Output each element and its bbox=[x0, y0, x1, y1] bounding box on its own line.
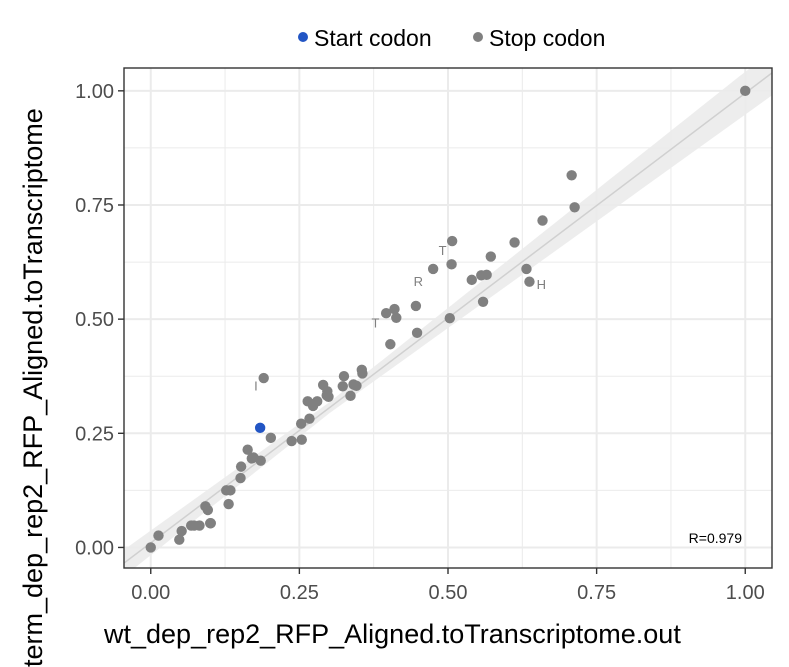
point-label: I bbox=[254, 378, 258, 393]
stop-codon-point bbox=[255, 455, 266, 466]
stop-codon-point bbox=[446, 259, 457, 270]
stop-codon-point bbox=[145, 542, 156, 553]
x-axis-ticks: 0.00 0.25 0.50 0.75 1.00 bbox=[131, 568, 765, 604]
stop-codon-point bbox=[205, 518, 216, 529]
stop-codon-point bbox=[466, 274, 477, 286]
x-axis-title: wt_dep_rep2_RFP_Aligned.toTranscriptome.… bbox=[103, 619, 681, 649]
legend: Start codon Stop codon bbox=[298, 25, 605, 51]
x-tick-label: 0.75 bbox=[577, 582, 616, 604]
stop-codon-point bbox=[286, 435, 297, 447]
correlation-annotation: R=0.979 bbox=[689, 530, 743, 546]
y-tick-label: 0.75 bbox=[75, 195, 114, 217]
point-label: H bbox=[537, 277, 546, 292]
stop-codon-point bbox=[296, 434, 307, 445]
stop-codon-point bbox=[524, 276, 535, 287]
y-tick-label: 0.50 bbox=[75, 309, 114, 331]
y-axis-title: term_dep_rep2_RFP_Aligned.toTranscriptom… bbox=[18, 108, 48, 667]
legend-stop-codon-label: Stop codon bbox=[489, 25, 605, 51]
y-axis-ticks: 0.00 0.25 0.50 0.75 1.00 bbox=[75, 81, 124, 559]
stop-codon-point bbox=[385, 339, 396, 350]
stop-codon-point bbox=[411, 327, 423, 339]
stop-codon-point bbox=[509, 237, 520, 248]
stop-codon-point bbox=[345, 390, 356, 402]
stop-codon-point bbox=[485, 251, 497, 262]
stop-codon-point bbox=[521, 263, 532, 275]
legend-start-codon-marker bbox=[298, 32, 308, 42]
stop-codon-point bbox=[391, 312, 402, 323]
stop-codon-point bbox=[176, 525, 187, 537]
stop-codon-point bbox=[295, 418, 307, 429]
stop-codon-point bbox=[235, 472, 246, 484]
stop-codon-point bbox=[223, 498, 234, 510]
y-tick-label: 0.00 bbox=[75, 537, 114, 559]
stop-codon-point bbox=[174, 534, 185, 545]
legend-start-codon-label: Start codon bbox=[314, 25, 432, 51]
stop-codon-point bbox=[427, 263, 439, 275]
y-tick-label: 0.25 bbox=[75, 423, 114, 445]
stop-codon-point bbox=[569, 202, 580, 213]
stop-codon-point bbox=[235, 461, 247, 472]
y-tick-label: 1.00 bbox=[75, 81, 114, 103]
stop-codon-point bbox=[537, 215, 548, 226]
stop-codon-point bbox=[481, 269, 492, 281]
stop-codon-point bbox=[194, 520, 205, 531]
stop-codon-point bbox=[312, 396, 323, 407]
stop-codon-point bbox=[225, 485, 236, 496]
point-label: T bbox=[371, 315, 379, 330]
stop-codon-point bbox=[410, 300, 422, 312]
data-points bbox=[145, 85, 751, 553]
stop-codon-point bbox=[202, 504, 214, 516]
stop-codon-point bbox=[258, 372, 269, 384]
stop-codon-point bbox=[444, 313, 455, 324]
stop-codon-point bbox=[380, 308, 392, 319]
stop-codon-point bbox=[338, 371, 350, 382]
stop-codon-point bbox=[337, 381, 348, 392]
x-tick-label: 0.25 bbox=[280, 582, 319, 604]
point-label: T bbox=[439, 243, 447, 258]
x-tick-label: 0.00 bbox=[131, 582, 170, 604]
stop-codon-point bbox=[389, 303, 400, 315]
start-codon-point bbox=[254, 422, 266, 434]
stop-codon-point bbox=[351, 380, 362, 392]
stop-codon-point bbox=[323, 391, 334, 402]
legend-stop-codon-marker bbox=[473, 32, 483, 42]
stop-codon-point bbox=[153, 530, 164, 541]
stop-codon-point bbox=[446, 235, 458, 247]
stop-codon-point bbox=[304, 413, 315, 424]
stop-codon-point bbox=[357, 368, 368, 379]
x-tick-label: 0.50 bbox=[429, 582, 468, 604]
point-labels: I T R T H bbox=[254, 243, 546, 393]
stop-codon-point bbox=[566, 170, 577, 181]
point-label: R bbox=[414, 274, 423, 289]
stop-codon-point bbox=[740, 85, 751, 97]
stop-codon-point bbox=[242, 444, 253, 455]
stop-codon-point bbox=[477, 296, 489, 307]
stop-codon-point bbox=[265, 432, 277, 444]
x-tick-label: 1.00 bbox=[726, 582, 765, 604]
